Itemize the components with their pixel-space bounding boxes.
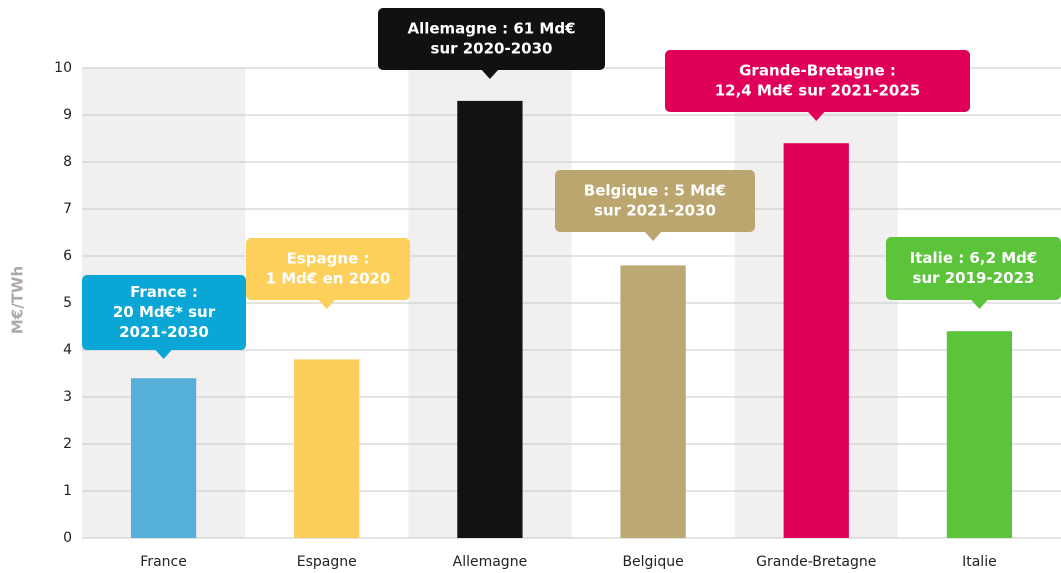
y-tick-label: 0 bbox=[63, 530, 72, 546]
y-tick-label: 6 bbox=[63, 248, 72, 264]
callout-text: 20 Md€* sur bbox=[113, 303, 216, 321]
y-tick-label: 1 bbox=[63, 483, 72, 499]
x-tick-label: Espagne bbox=[297, 554, 357, 570]
callout-text: Belgique : 5 Md€ bbox=[584, 182, 726, 200]
callout-text: Espagne : bbox=[287, 250, 370, 268]
y-tick-label: 7 bbox=[63, 201, 72, 217]
callout-pointer bbox=[970, 299, 989, 309]
bar bbox=[620, 265, 686, 538]
callout-text: sur 2020-2030 bbox=[431, 40, 553, 58]
callout-box bbox=[555, 170, 755, 232]
x-tick-label: Allemagne bbox=[453, 554, 528, 570]
callout-text: 1 Md€ en 2020 bbox=[266, 270, 391, 288]
callout-box bbox=[82, 275, 246, 350]
callout-box bbox=[246, 238, 410, 300]
callout-text: 12,4 Md€ sur 2021-2025 bbox=[715, 82, 921, 100]
x-tick-label: Belgique bbox=[622, 554, 683, 570]
callout-pointer bbox=[644, 231, 663, 241]
callout-box bbox=[378, 8, 605, 70]
x-tick-label: France bbox=[140, 554, 187, 570]
x-tick-label: Grande-Bretagne bbox=[756, 554, 876, 570]
bar bbox=[130, 378, 197, 538]
bar bbox=[783, 143, 849, 538]
callout-text: France : bbox=[130, 283, 198, 301]
y-tick-label: 2 bbox=[63, 436, 72, 452]
bar bbox=[946, 331, 1013, 538]
callout-pointer bbox=[480, 69, 499, 79]
callout-pointer bbox=[807, 111, 826, 121]
bar bbox=[294, 359, 360, 538]
y-tick-label: 3 bbox=[63, 389, 72, 405]
callout-text: sur 2021-2030 bbox=[594, 202, 716, 220]
callout-text: Grande-Bretagne : bbox=[739, 62, 896, 80]
y-tick-label: 5 bbox=[63, 295, 72, 311]
bar bbox=[457, 100, 523, 539]
y-axis-label: M€/TWh bbox=[9, 266, 27, 334]
x-tick-label: Italie bbox=[962, 554, 997, 570]
callout-pointer bbox=[317, 299, 336, 309]
y-tick-label: 10 bbox=[54, 60, 72, 76]
callout-text: Allemagne : 61 Md€ bbox=[407, 20, 575, 38]
callout-pointer bbox=[154, 349, 173, 359]
callout-text: Italie : 6,2 Md€ bbox=[910, 249, 1038, 267]
y-tick-label: 8 bbox=[63, 154, 72, 170]
y-tick-label: 9 bbox=[63, 107, 72, 123]
callout-text: 2021-2030 bbox=[119, 323, 209, 341]
callout-box bbox=[665, 50, 970, 112]
callout-text: sur 2019-2023 bbox=[913, 269, 1035, 287]
y-tick-label: 4 bbox=[63, 342, 72, 358]
callout-box bbox=[886, 237, 1061, 300]
